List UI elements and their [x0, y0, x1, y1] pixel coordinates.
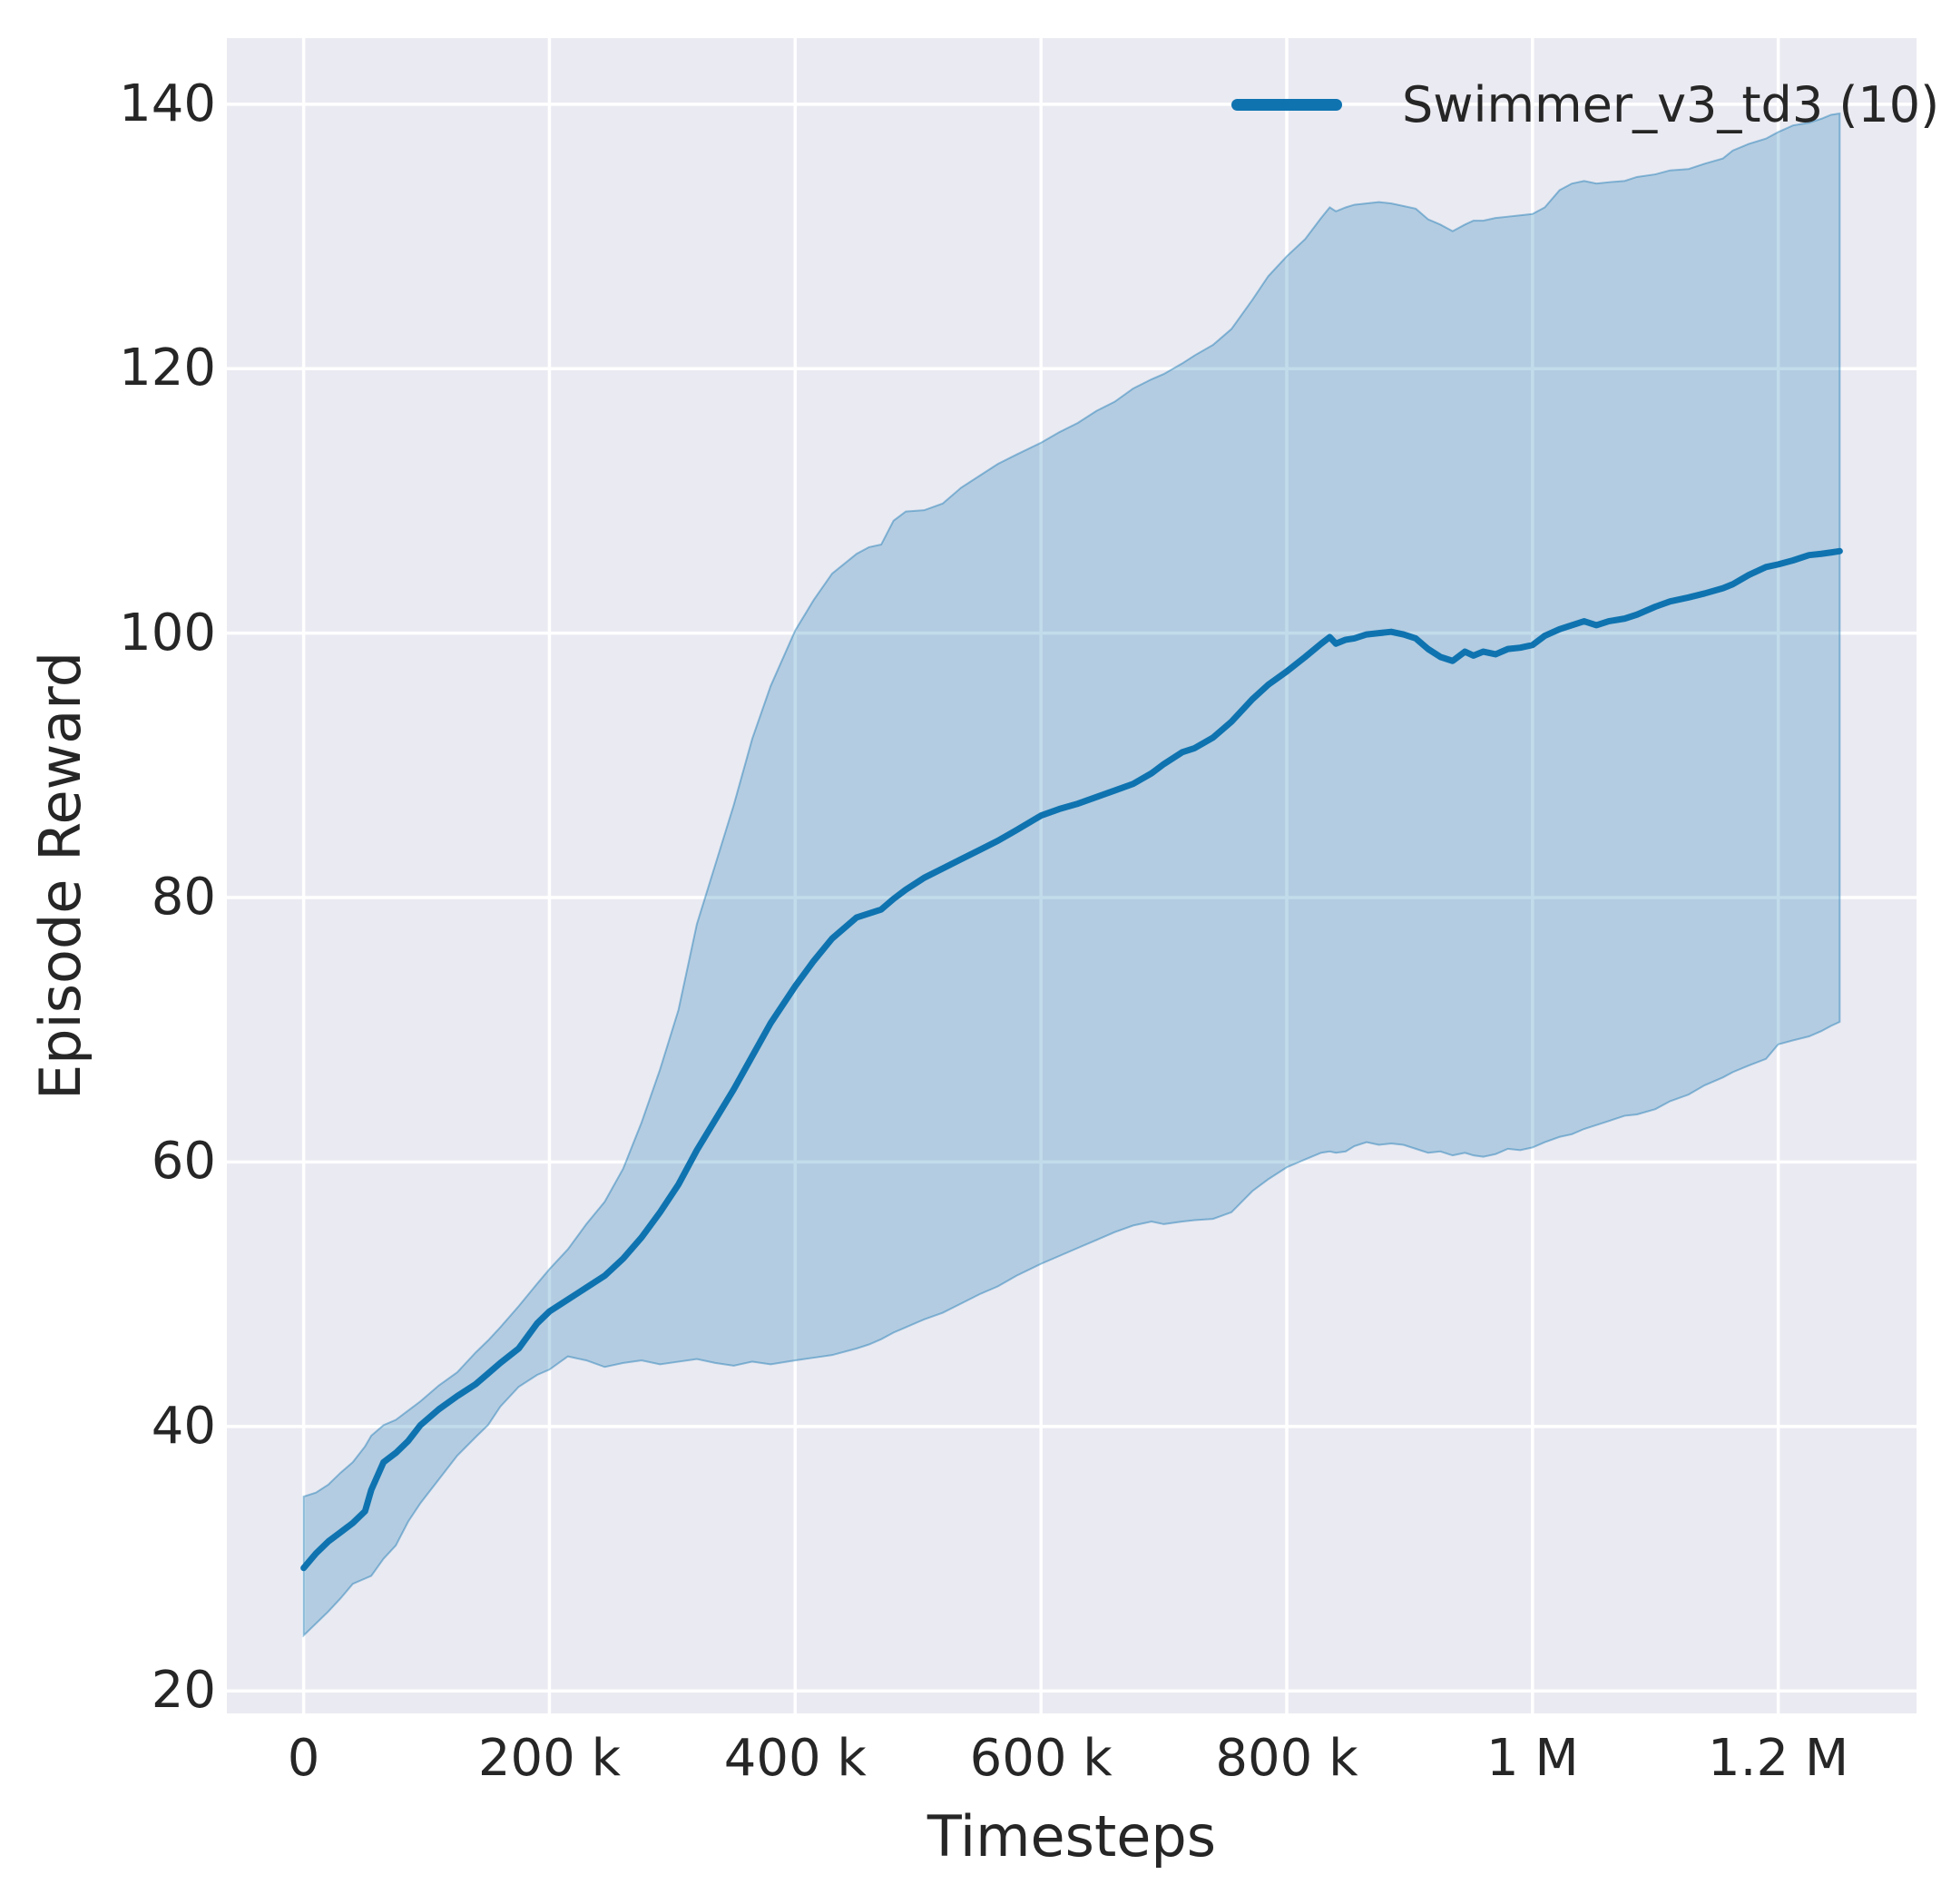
- y-tick-label: 60: [151, 1132, 216, 1192]
- y-tick-label: 20: [151, 1661, 216, 1721]
- y-tick-label: 80: [151, 868, 216, 927]
- confidence-band: [302, 112, 1841, 1638]
- x-tick-label: 1 M: [1485, 1729, 1579, 1788]
- legend-series-label: Swimmer_v3_td3 (10): [1402, 76, 1940, 133]
- y-tick-label: 120: [119, 339, 216, 398]
- x-tick-label: 1.2 M: [1708, 1729, 1849, 1788]
- x-tick-label: 600 k: [969, 1729, 1113, 1788]
- y-axis-label: Episode Reward: [27, 651, 93, 1101]
- x-tick-label: 400 k: [723, 1729, 867, 1788]
- legend: Swimmer_v3_td3 (10): [1231, 80, 1939, 131]
- y-tick-label: 40: [151, 1396, 216, 1456]
- gridlines: [227, 38, 1917, 1713]
- y-tick-label: 140: [119, 74, 216, 133]
- x-tick-label: 200 k: [477, 1729, 622, 1788]
- mean-line: [300, 547, 1843, 1572]
- x-axis-label: Timesteps: [926, 1803, 1217, 1870]
- x-tick-label: 800 k: [1215, 1729, 1358, 1788]
- legend-line-swatch: [1231, 99, 1342, 111]
- y-tick-label: 100: [119, 603, 216, 662]
- x-tick-label: 0: [287, 1729, 320, 1788]
- plot-area: [227, 38, 1917, 1713]
